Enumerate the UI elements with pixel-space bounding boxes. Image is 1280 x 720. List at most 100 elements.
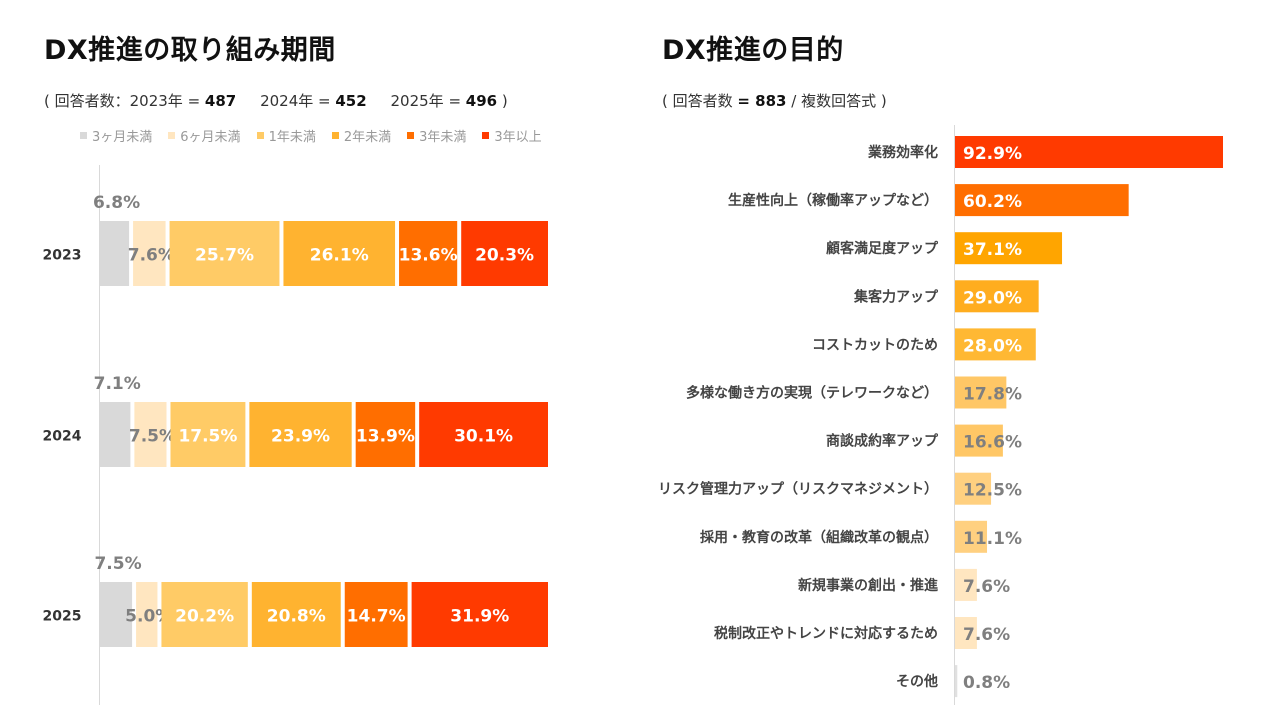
bar-segment (161, 582, 248, 647)
data-label: 23.9% (271, 427, 330, 447)
data-label: 26.1% (310, 246, 369, 266)
right-chart-title: DX推進の目的 (662, 35, 844, 66)
data-label: 20.8% (267, 607, 326, 627)
legend-swatch (331, 132, 339, 139)
bar-segment (251, 582, 341, 647)
data-label: 13.6% (399, 246, 458, 266)
category-label: コストカットのため (812, 337, 938, 353)
bar (955, 232, 1063, 265)
legend-item: 3年未満 (407, 126, 466, 145)
bar-segment (249, 402, 352, 467)
bar-segment (100, 221, 130, 286)
category-label: リスク管理力アップ（リスクマネジメント） (658, 481, 938, 498)
data-label: 31.9% (450, 607, 509, 627)
bar (955, 136, 1223, 168)
data-label: 30.1% (454, 427, 513, 447)
group-n: 452 (335, 92, 367, 110)
data-label: 37.1% (963, 240, 1022, 260)
legend-swatch (407, 132, 415, 139)
data-label: 25.7% (195, 246, 254, 266)
data-label: 17.8% (963, 385, 1022, 405)
bar (955, 376, 1007, 409)
bar-segment (133, 221, 166, 286)
bar (955, 280, 1039, 313)
subtitle-group-2024: 2024年 = 452 (260, 92, 367, 110)
group-label: 2023年 = (129, 92, 205, 110)
legend-swatch (168, 132, 176, 139)
data-label: 16.6% (963, 433, 1022, 453)
bar-segment (100, 582, 133, 647)
legend-swatch (80, 132, 87, 139)
data-label: 7.5% (129, 427, 176, 447)
bar-segment (170, 402, 246, 467)
bar-segment (399, 221, 458, 286)
legend-item: 3年以上 (482, 126, 542, 145)
bar-segment (283, 221, 396, 286)
data-label: 14.7% (347, 607, 406, 627)
group-label: 2025年 = (390, 92, 466, 110)
category-label: 2025 (43, 609, 82, 625)
category-label: 生産性向上（稼働率アップなど） (728, 192, 938, 209)
data-label: 20.2% (175, 607, 234, 627)
data-label: 5.0% (125, 607, 172, 627)
data-label: 7.6% (128, 246, 175, 266)
bar-segment (344, 582, 408, 647)
subtitle-group-2023: 2023年 = 487 (130, 92, 237, 110)
category-label: 商談成約率アップ (826, 433, 939, 450)
left-chart-title: DX推進の取り組み期間 (44, 35, 336, 66)
legend-item: 3ヶ月未満 (80, 126, 152, 145)
data-label: 7.6% (963, 625, 1010, 645)
subtitle-group-2025: 2025年 = 496 (391, 92, 498, 110)
bar-segment (134, 402, 167, 467)
group-n: 487 (204, 92, 237, 110)
data-label: 92.9% (963, 144, 1022, 164)
data-label: 17.5% (178, 427, 237, 447)
bar (955, 568, 977, 601)
group-label: 2024年 = (260, 92, 336, 110)
right-chart-subtitle: ( 回答者数 = 883 / 複数回答式 ) (662, 90, 887, 111)
left-stacked-bar-chart: 2023 6.8% 7.6% 25.7% 26.1% 13.6% 20.3% 2024 7.1%… (43, 165, 548, 705)
group-n: 496 (465, 92, 498, 110)
bar (955, 424, 1003, 457)
right-bar-chart: 業務効率化 92.9% 生産性向上（稼働率アップなど） 60.2% 顧客満足度アップ 37… (658, 125, 1223, 705)
bar (955, 472, 992, 505)
data-label: 60.2% (963, 192, 1022, 212)
data-label: 13.9% (356, 427, 415, 447)
bar (955, 184, 1129, 217)
legend-item: 1年未満 (256, 126, 316, 145)
category-label: 業務効率化 (867, 144, 938, 161)
data-label: 7.6% (963, 577, 1010, 597)
subtitle-suffix: ) (497, 92, 508, 110)
category-label: 2024 (43, 429, 82, 445)
bar-segment (100, 402, 131, 467)
bar (955, 328, 1036, 361)
bar (955, 520, 988, 553)
subtitle-prefix: ( 回答者数： (44, 92, 130, 110)
legend-swatch (256, 132, 264, 139)
category-label: 2023 (43, 248, 82, 264)
subtitle-prefix: ( 回答者数 (662, 92, 738, 110)
legend-label: 1年未満 (268, 130, 316, 145)
data-label: 6.8% (93, 193, 140, 213)
left-chart-legend: 3ヶ月未満 6ヶ月未満 1年未満 2年未満 3年未満 3年以上 (80, 126, 542, 145)
legend-label: 2年未満 (343, 130, 392, 145)
legend-label: 3年未満 (419, 130, 467, 145)
category-label: その他 (896, 673, 938, 690)
data-label: 11.1% (963, 529, 1022, 549)
data-label: 7.5% (94, 554, 141, 574)
data-label: 7.1% (94, 374, 141, 394)
category-label: 税制改正やトレンドに対応するため (714, 625, 938, 642)
data-label: 0.8% (963, 673, 1010, 693)
data-label: 12.5% (963, 481, 1022, 501)
data-label: 28.0% (963, 336, 1022, 356)
bar (955, 665, 958, 698)
legend-label: 6ヶ月未満 (180, 130, 241, 145)
category-label: 集客力アップ (853, 288, 939, 305)
left-chart-subtitle: ( 回答者数：2023年 = 487 2024年 = 452 2025年 = 4… (44, 90, 508, 111)
bar-segment (355, 402, 416, 467)
subtitle-n: = 883 (737, 92, 787, 110)
bar (955, 617, 977, 649)
category-label: 多様な働き方の実現（テレワークなど） (686, 385, 938, 402)
legend-label: 3ヶ月未満 (92, 130, 153, 145)
data-label: 29.0% (963, 288, 1022, 308)
